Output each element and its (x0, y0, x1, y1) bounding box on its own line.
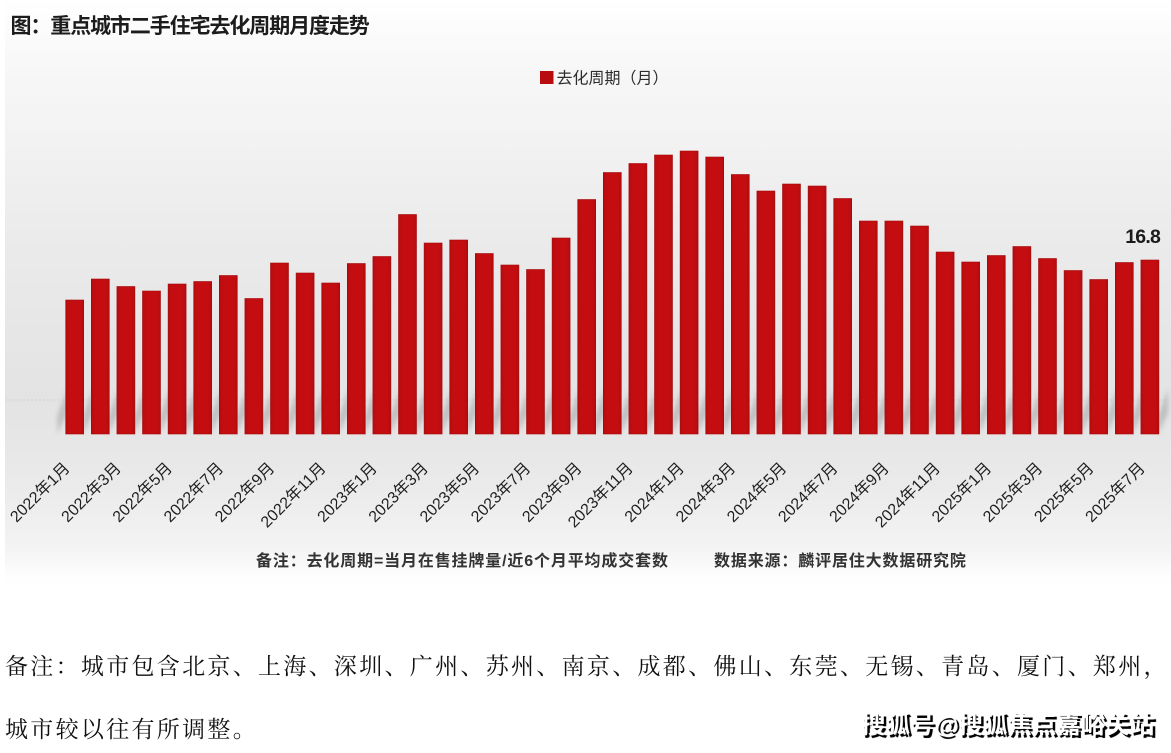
svg-text:16.8: 16.8 (1125, 226, 1161, 248)
svg-text:数据来源：麟评居住大数据研究院: 数据来源：麟评居住大数据研究院 (714, 551, 967, 570)
svg-text:备注：去化周期=当月在售挂牌量/近6个月平均成交套数: 备注：去化周期=当月在售挂牌量/近6个月平均成交套数 (256, 551, 669, 570)
svg-text:去化周期（月）: 去化周期（月） (557, 70, 669, 88)
